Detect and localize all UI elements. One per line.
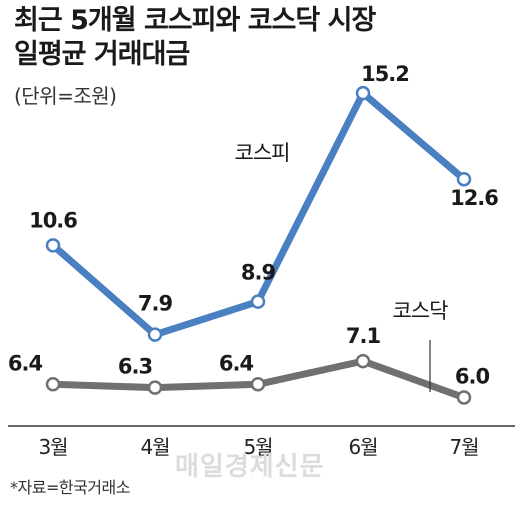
data-point: [45, 238, 61, 253]
data-label: 10.6: [29, 208, 77, 232]
series-label: 코스닥: [393, 299, 449, 323]
data-point: [456, 171, 472, 187]
data-point: [45, 377, 61, 392]
title-line-1: 최근 5개월 코스피와 코스닥 시장: [14, 5, 376, 36]
data-point: [355, 85, 371, 101]
series-label: 코스피: [235, 141, 290, 165]
data-point: [147, 327, 163, 342]
data-label: 15.2: [361, 62, 409, 86]
data-label: 12.6: [450, 186, 498, 210]
unit-label: (단위=조원): [14, 84, 117, 108]
data-point: [355, 353, 371, 369]
data-point: [456, 390, 472, 405]
title-line-2: 일평균 거래대금: [14, 39, 190, 70]
source-note: *자료=한국거래소: [10, 478, 130, 497]
data-label: 6.0: [455, 365, 490, 389]
watermark: 매일경제신문: [175, 452, 325, 482]
data-label: 6.3: [118, 355, 152, 379]
x-tick-label: 7월: [449, 435, 478, 459]
data-label: 8.9: [241, 261, 276, 285]
x-tick-label: 5월: [243, 435, 272, 459]
data-point: [250, 294, 266, 309]
data-label: 7.1: [346, 324, 381, 348]
x-tick-label: 3월: [38, 435, 67, 459]
data-point: [147, 380, 163, 395]
data-label: 7.9: [138, 292, 173, 316]
chart-title: 최근 5개월 코스피와 코스닥 시장 일평균 거래대금: [14, 4, 376, 72]
data-point: [250, 377, 266, 392]
x-tick-label: 6월: [348, 435, 377, 459]
data-label: 6.4: [219, 351, 254, 375]
data-label: 6.4: [8, 351, 43, 375]
x-tick-label: 4월: [140, 435, 169, 459]
